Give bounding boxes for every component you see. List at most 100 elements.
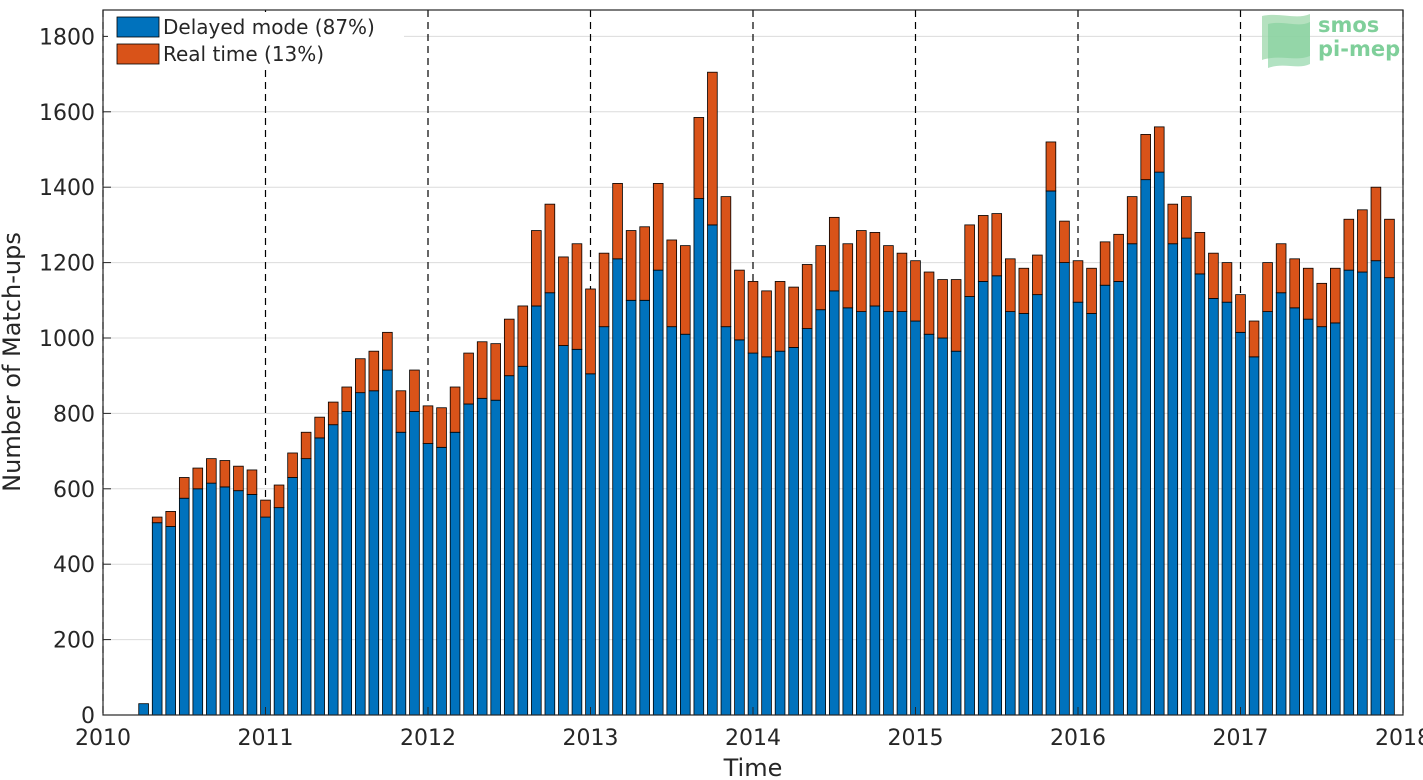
bar-realtime-2014-02 xyxy=(761,290,772,358)
bar-delayed-2012-08 xyxy=(517,365,529,716)
bar-realtime-2010-11 xyxy=(233,465,244,492)
bar-realtime-2010-09 xyxy=(206,458,217,484)
bar-realtime-2011-09 xyxy=(368,350,380,392)
bar-delayed-2010-08 xyxy=(192,488,204,716)
bar-delayed-2015-12 xyxy=(1059,262,1070,716)
bar-realtime-2017-03 xyxy=(1262,262,1273,313)
bar-delayed-2014-02 xyxy=(761,356,772,716)
bar-realtime-2017-07 xyxy=(1316,282,1328,328)
bar-delayed-2016-05 xyxy=(1126,243,1138,716)
legend: Delayed mode (87%) Real time (13%) xyxy=(108,12,404,68)
bar-delayed-2017-10 xyxy=(1357,271,1368,716)
bar-realtime-2016-01 xyxy=(1072,260,1084,303)
bar-realtime-2016-06 xyxy=(1140,134,1151,181)
bar-realtime-2013-01 xyxy=(585,288,596,375)
bar-realtime-2012-04 xyxy=(463,352,474,405)
bar-realtime-2012-09 xyxy=(531,230,542,307)
bar-delayed-2015-11 xyxy=(1045,190,1057,716)
bar-realtime-2012-10 xyxy=(544,203,556,294)
bar-delayed-2015-02 xyxy=(923,333,935,716)
y-tick-label-1600: 1600 xyxy=(39,101,95,126)
bar-delayed-2013-05 xyxy=(639,299,650,716)
bar-delayed-2013-10 xyxy=(707,224,718,716)
bar-realtime-2017-02 xyxy=(1248,320,1260,358)
bar-delayed-2014-01 xyxy=(747,352,759,716)
legend-swatch-delayed-mode xyxy=(116,16,160,38)
bar-realtime-2016-11 xyxy=(1208,252,1219,299)
bar-delayed-2016-03 xyxy=(1099,284,1111,716)
bar-realtime-2011-05 xyxy=(314,416,325,439)
y-tick-label-400: 400 xyxy=(53,553,95,578)
bar-delayed-2014-07 xyxy=(828,290,840,716)
bar-delayed-2014-09 xyxy=(856,311,867,716)
bar-realtime-2014-03 xyxy=(774,281,786,352)
bar-delayed-2013-06 xyxy=(652,269,664,716)
bar-delayed-2015-09 xyxy=(1018,313,1030,716)
bar-realtime-2015-11 xyxy=(1045,141,1057,192)
bar-delayed-2014-11 xyxy=(883,311,894,716)
bar-realtime-2011-03 xyxy=(287,452,298,478)
bar-realtime-2012-08 xyxy=(517,305,529,367)
bar-delayed-2012-12 xyxy=(571,348,583,716)
bar-realtime-2015-12 xyxy=(1059,220,1070,263)
y-tick-label-0: 0 xyxy=(81,704,95,729)
x-tick-label-2017: 2017 xyxy=(1213,726,1269,751)
x-tick-label-2018: 2018 xyxy=(1375,726,1423,751)
bar-delayed-2016-06 xyxy=(1140,179,1151,716)
bar-delayed-2015-05 xyxy=(964,296,975,716)
bar-delayed-2013-03 xyxy=(612,258,623,716)
bar-delayed-2017-06 xyxy=(1302,318,1314,716)
bar-realtime-2013-12 xyxy=(734,269,745,341)
bar-realtime-2013-10 xyxy=(707,71,718,226)
bar-realtime-2012-11 xyxy=(558,256,569,346)
bar-delayed-2012-11 xyxy=(558,345,569,716)
legend-swatch-real-time xyxy=(116,43,160,65)
bar-realtime-2010-05 xyxy=(151,516,163,524)
bar-realtime-2016-07 xyxy=(1153,126,1165,173)
bar-realtime-2014-05 xyxy=(801,264,813,329)
y-tick-label-1200: 1200 xyxy=(39,252,95,277)
bar-delayed-2015-10 xyxy=(1032,294,1043,716)
x-tick-label-2016: 2016 xyxy=(1050,726,1106,751)
x-tick-label-2013: 2013 xyxy=(563,726,619,751)
legend-label-delayed-mode: Delayed mode (87%) xyxy=(163,15,375,39)
bar-delayed-2013-01 xyxy=(585,373,596,716)
bar-realtime-2011-08 xyxy=(355,358,366,394)
smos-pi-mep-logo: smos pi-mep xyxy=(1262,13,1400,68)
bar-realtime-2012-06 xyxy=(490,343,501,401)
bar-delayed-2012-10 xyxy=(544,292,556,716)
bar-realtime-2016-08 xyxy=(1167,203,1179,245)
bar-realtime-2014-10 xyxy=(869,232,881,307)
bar-realtime-2014-07 xyxy=(828,216,840,292)
bar-delayed-2017-08 xyxy=(1330,322,1341,716)
bars xyxy=(138,71,1395,716)
bar-delayed-2011-06 xyxy=(327,424,339,716)
bar-delayed-2010-11 xyxy=(233,490,244,716)
bar-realtime-2013-09 xyxy=(693,117,705,199)
bar-delayed-2011-03 xyxy=(287,477,298,716)
bar-realtime-2011-10 xyxy=(382,331,393,371)
bar-realtime-2016-05 xyxy=(1126,196,1138,245)
bar-realtime-2016-09 xyxy=(1181,196,1192,239)
bar-realtime-2015-06 xyxy=(977,215,989,282)
bar-delayed-2015-08 xyxy=(1005,311,1016,716)
bar-delayed-2013-08 xyxy=(680,333,691,716)
bar-realtime-2011-04 xyxy=(300,431,312,460)
bar-delayed-2017-11 xyxy=(1370,260,1382,716)
y-tick-label-200: 200 xyxy=(53,629,95,654)
bar-delayed-2011-05 xyxy=(314,437,325,716)
bar-delayed-2012-07 xyxy=(503,375,515,716)
bar-delayed-2016-04 xyxy=(1113,281,1124,716)
bar-delayed-2011-07 xyxy=(341,411,353,716)
bar-delayed-2011-02 xyxy=(273,507,285,716)
bar-delayed-2016-10 xyxy=(1194,273,1206,716)
bar-realtime-2010-10 xyxy=(219,460,231,488)
y-axis-label: Number of Match-ups xyxy=(0,232,26,492)
bar-realtime-2010-06 xyxy=(165,511,176,527)
bar-delayed-2017-04 xyxy=(1275,292,1287,716)
bar-realtime-2016-10 xyxy=(1194,232,1206,275)
x-axis-label: Time xyxy=(723,754,783,780)
y-tick-label-1000: 1000 xyxy=(39,327,95,352)
bar-realtime-2015-02 xyxy=(923,271,935,335)
